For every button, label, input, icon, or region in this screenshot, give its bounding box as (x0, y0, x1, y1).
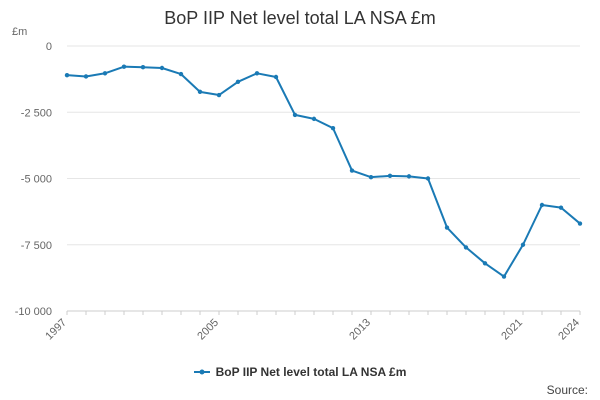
data-point (577, 221, 583, 226)
data-point (216, 92, 222, 98)
data-point (444, 225, 450, 230)
x-tick-label: 1997 (43, 317, 69, 343)
data-point (197, 89, 203, 95)
y-tick-label: -2 500 (21, 107, 52, 119)
chart-title: BoP IIP Net level total LA NSA £m (164, 8, 436, 28)
data-point (349, 168, 355, 173)
data-point (178, 71, 184, 77)
data-point (121, 64, 127, 69)
data-point (463, 245, 469, 250)
data-point (501, 274, 507, 279)
data-point (482, 261, 488, 266)
data-point (64, 72, 70, 78)
y-tick-label: 0 (46, 41, 52, 53)
data-point (406, 174, 412, 179)
x-tick-label: 2005 (195, 317, 221, 343)
data-point (387, 173, 393, 179)
data-point (520, 242, 526, 247)
y-tick-label: -10 000 (15, 306, 52, 318)
y-tick-label: -7 500 (21, 240, 52, 252)
legend-label: BoP IIP Net level total LA NSA £m (215, 364, 407, 379)
data-point (425, 176, 431, 181)
y-unit-label: £m (12, 26, 28, 38)
x-tick-label: 2013 (347, 317, 373, 343)
data-point (254, 71, 260, 76)
data-point (368, 174, 374, 180)
data-point (330, 125, 336, 131)
data-point (558, 205, 564, 210)
data-point (235, 79, 241, 84)
legend-swatch (193, 369, 210, 375)
data-point (311, 116, 317, 122)
data-point (273, 74, 279, 80)
data-point (539, 202, 545, 208)
series-line (66, 65, 581, 278)
data-point (292, 112, 298, 118)
legend: BoP IIP Net level total LA NSA £m (0, 364, 600, 379)
y-tick-label: -5 000 (21, 174, 52, 186)
x-tick-label: 2021 (499, 317, 525, 343)
data-point (102, 71, 108, 76)
data-point (159, 65, 165, 71)
x-tick-label: 2024 (556, 317, 582, 343)
source-label: Source: (546, 383, 588, 397)
data-point (140, 65, 146, 70)
data-point (83, 74, 89, 79)
